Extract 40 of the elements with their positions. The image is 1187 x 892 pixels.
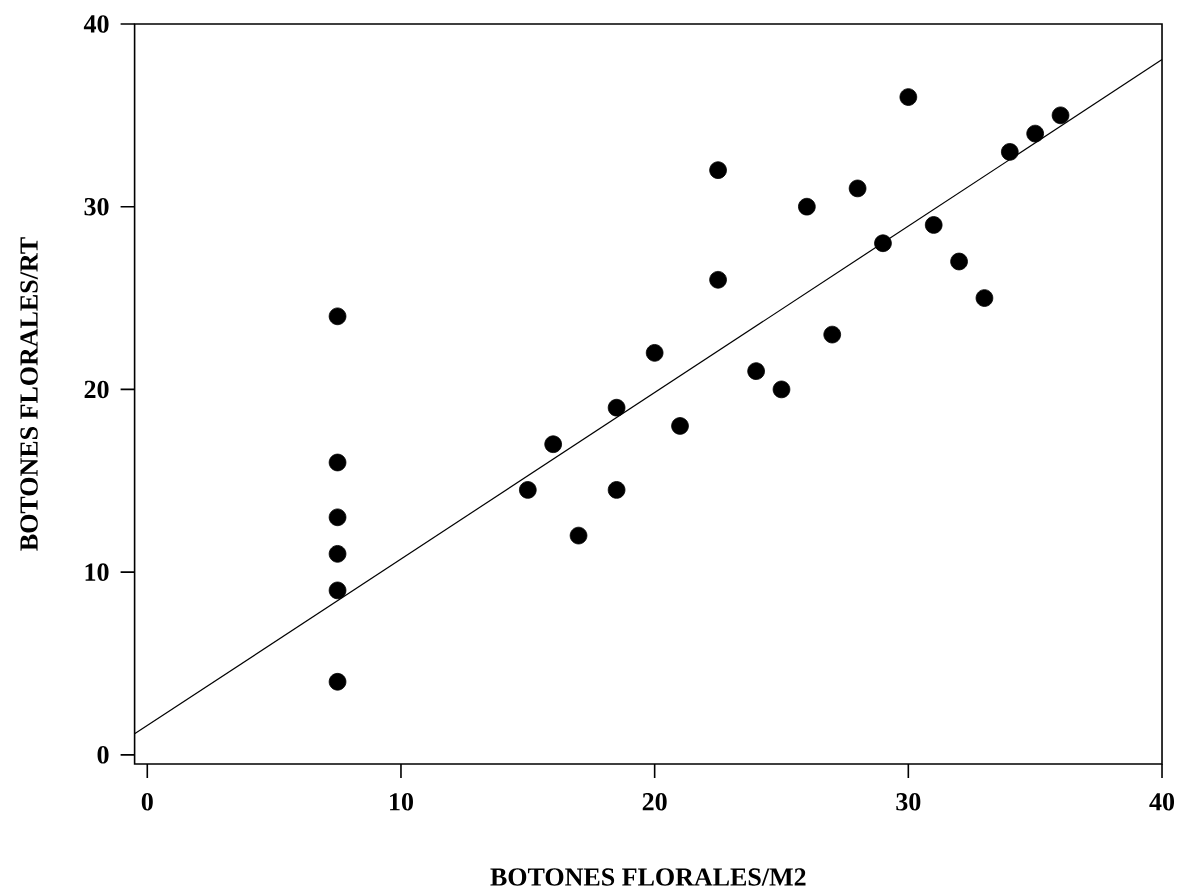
point [569, 526, 588, 545]
point [950, 252, 968, 271]
point [709, 161, 727, 179]
point [607, 398, 626, 417]
y-tick-label: 40 [83, 15, 109, 33]
point [671, 417, 689, 435]
point [772, 380, 791, 399]
point [607, 481, 626, 499]
point [645, 344, 664, 362]
point [1001, 143, 1019, 161]
point [848, 179, 867, 198]
point [544, 435, 562, 454]
y-tick-label: 0 [97, 746, 109, 764]
y-tick-label: 10 [85, 563, 109, 581]
point [328, 672, 347, 691]
point [709, 270, 727, 289]
x-tick-label: 30 [896, 793, 921, 811]
y-tick-label: 30 [84, 197, 109, 216]
point [328, 545, 347, 563]
point [874, 234, 892, 253]
y-axis-title: BOTONES FLORALES/RT [20, 237, 38, 551]
point [924, 216, 943, 234]
point [519, 481, 537, 499]
point [1051, 106, 1070, 125]
x-tick-label: 40 [1149, 793, 1175, 811]
x-tick-label: 20 [642, 793, 667, 811]
x-axis-title: BOTONES FLORALES/M2 [490, 868, 806, 886]
point [328, 307, 347, 326]
point [823, 325, 842, 344]
x-tick-label: 10 [390, 793, 413, 811]
point [328, 581, 347, 600]
y-tick-label: 20 [84, 380, 109, 399]
point [899, 88, 918, 106]
point [1026, 124, 1044, 143]
point [798, 197, 816, 216]
point [328, 508, 347, 527]
point [328, 453, 347, 472]
point [975, 289, 994, 307]
x-tick-label: 0 [141, 793, 153, 811]
point [747, 362, 765, 380]
